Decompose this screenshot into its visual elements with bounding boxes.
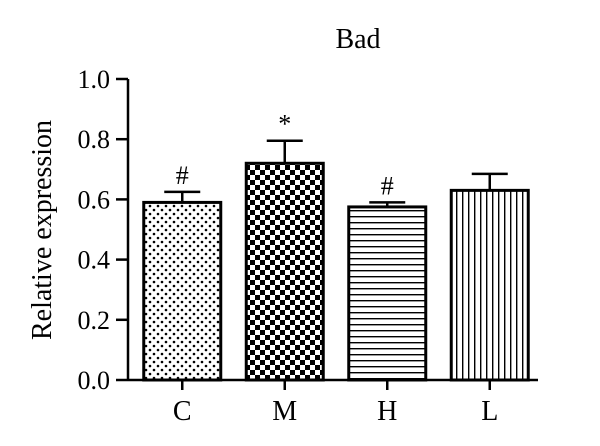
- bar-m: [244, 161, 325, 382]
- chart-title: Bad: [335, 24, 380, 55]
- y-tick-label: 0.4: [78, 246, 111, 275]
- bars-group: # * #: [142, 110, 530, 382]
- significance-marker: #: [176, 161, 189, 190]
- bar-h: [347, 205, 428, 382]
- x-tick-label: M: [272, 396, 297, 427]
- x-tick-label: H: [377, 396, 397, 427]
- y-tick-label: 0.8: [78, 125, 111, 154]
- y-tick-label: 1.0: [78, 65, 111, 94]
- y-tick-label: 0.2: [78, 306, 111, 335]
- y-tick-label: 0.6: [78, 185, 111, 214]
- y-axis-label: Relative expression: [27, 120, 58, 340]
- x-tick-label: C: [173, 396, 192, 427]
- bar-l: [449, 188, 530, 382]
- y-tick-label: 0.0: [78, 366, 111, 395]
- x-tick-label: L: [481, 396, 498, 427]
- significance-marker: #: [381, 171, 394, 200]
- bar-c: [142, 200, 223, 382]
- significance-marker: *: [278, 110, 291, 139]
- y-axis: 0.0 0.2 0.4 0.6 0.8 1.0: [78, 65, 130, 395]
